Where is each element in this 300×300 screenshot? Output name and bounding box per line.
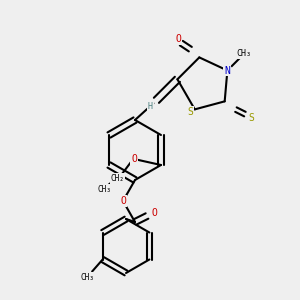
Text: H: H [148,102,153,111]
Text: CH₃: CH₃ [236,50,251,58]
Text: N: N [224,65,230,76]
Text: S: S [187,107,193,117]
Text: CH₃: CH₃ [97,184,111,194]
Text: O: O [152,208,158,218]
Text: O: O [176,34,181,44]
Text: O: O [131,154,137,164]
Text: O: O [120,196,126,206]
Text: S: S [249,113,255,123]
Text: CH₂: CH₂ [110,174,124,183]
Text: CH₃: CH₃ [81,273,94,282]
